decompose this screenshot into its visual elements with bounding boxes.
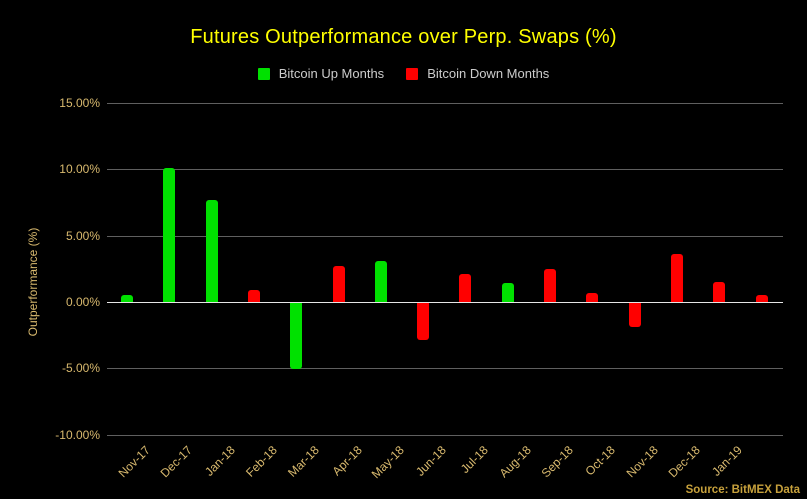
column-Nov-17[interactable] <box>121 295 133 302</box>
legend-down-label: Bitcoin Down Months <box>427 66 550 81</box>
column-Jan-19[interactable] <box>713 282 726 302</box>
column-Jul-18[interactable] <box>459 274 472 302</box>
column-Dec-18[interactable] <box>670 254 683 302</box>
y-tick-label: 0.00% <box>65 295 100 309</box>
zero-gridline <box>107 302 783 303</box>
column-May-18[interactable] <box>374 260 387 302</box>
column-Mar-18[interactable] <box>290 303 303 370</box>
column-Aug-18[interactable] <box>501 283 514 302</box>
column-Feb-18[interactable] <box>247 290 260 302</box>
legend-up-label: Bitcoin Up Months <box>278 66 385 81</box>
column-Nov-18[interactable] <box>628 303 641 327</box>
gridline <box>107 102 783 104</box>
column-Jun-18[interactable] <box>417 303 430 341</box>
gridline <box>107 434 783 436</box>
column-Sep-18[interactable] <box>544 268 556 302</box>
y-tick-label: 5.00% <box>65 228 100 243</box>
gridline <box>107 368 783 370</box>
column-Dec-17[interactable] <box>163 167 176 302</box>
source-credit: Source: BitMEX Data <box>685 484 800 496</box>
chart-title: Futures Outperformance over Perp. Swaps … <box>190 26 617 48</box>
legend-down-swatch-icon <box>406 67 419 80</box>
legend: Bitcoin Up Months Bitcoin Down Months <box>0 66 807 81</box>
gridline <box>107 235 783 237</box>
y-tick-label: -10.00% <box>55 427 100 442</box>
legend-item-up: Bitcoin Up Months <box>257 66 385 81</box>
y-tick-label: -5.00% <box>61 361 100 376</box>
column-Apr-18[interactable] <box>332 266 345 302</box>
y-tick-label: 10.00% <box>59 162 100 177</box>
column-Jan-18[interactable] <box>205 199 218 302</box>
legend-item-down: Bitcoin Down Months <box>406 66 549 81</box>
legend-up-swatch-icon <box>257 67 270 80</box>
y-tick-label: 15.00% <box>59 95 100 110</box>
gridline <box>107 169 783 171</box>
column-slot-16[interactable] <box>755 295 768 302</box>
column-Oct-18[interactable] <box>586 292 599 302</box>
